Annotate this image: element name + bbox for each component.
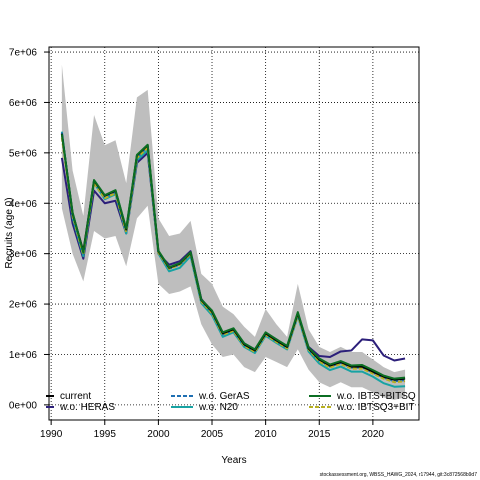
series-layer: [60, 131, 406, 388]
legend-label-ibtsq3: w.o. IBTSQ3+BIT: [336, 402, 415, 413]
y-axis: 0e+00 1e+06 2e+06 3e+06 4e+06 5e+06 6e+06 7e+06: [9, 48, 49, 411]
legend-item-geras: w.o. GerAS: [171, 391, 250, 402]
legend-item-ibts: w.o. IBTS+BITSQ: [309, 391, 416, 402]
y-tick-label-5000000: 5e+06: [9, 148, 38, 159]
legend-label-n20: w.o. N20: [198, 402, 238, 413]
x-axis: 1990 1995 2000 2005 2010 2015 2020: [40, 420, 384, 440]
legend: current w.o. HERAS w.o. GerAS w.o. N20 w…: [46, 391, 416, 413]
legend-label-geras: w.o. GerAS: [198, 391, 250, 402]
x-tick-label-2000: 2000: [147, 429, 170, 440]
legend-item-heras: w.o. HERAS: [46, 402, 115, 413]
x-tick-label-2020: 2020: [362, 429, 385, 440]
legend-label-current: current: [60, 391, 91, 402]
y-tick-label-7000000: 7e+06: [9, 48, 38, 59]
y-axis-title: Recruits (age 0): [4, 197, 15, 268]
plot-frame-group: [48, 46, 420, 421]
x-tick-label-2010: 2010: [255, 429, 278, 440]
y-tick-label-0: 0e+00: [9, 400, 38, 411]
y-tick-label-2000000: 2e+06: [9, 300, 38, 311]
x-tick-label-1990: 1990: [40, 429, 63, 440]
y-tick-label-4000000: 4e+06: [9, 199, 38, 210]
legend-label-heras: w.o. HERAS: [59, 402, 115, 413]
x-tick-label-2005: 2005: [201, 429, 224, 440]
x-axis-title: Years: [221, 455, 246, 466]
series-line-w-o-ibts-bitsq: [60, 134, 406, 380]
footer-note: stockassessment.org, WBSS_HAWG_2024, r17…: [319, 472, 477, 478]
y-tick-label-6000000: 6e+06: [9, 98, 38, 109]
legend-item-n20: w.o. N20: [171, 402, 238, 413]
legend-item-ibtsq3: w.o. IBTSQ3+BIT: [309, 402, 415, 413]
plot-frame: [48, 46, 420, 421]
y-tick-label-1000000: 1e+06: [9, 350, 38, 361]
legend-item-current: current: [46, 391, 91, 402]
x-tick-label-2015: 2015: [308, 429, 331, 440]
y-tick-label-3000000: 3e+06: [9, 249, 38, 260]
legend-label-ibts: w.o. IBTS+BITSQ: [336, 391, 416, 402]
x-tick-label-1995: 1995: [94, 429, 117, 440]
